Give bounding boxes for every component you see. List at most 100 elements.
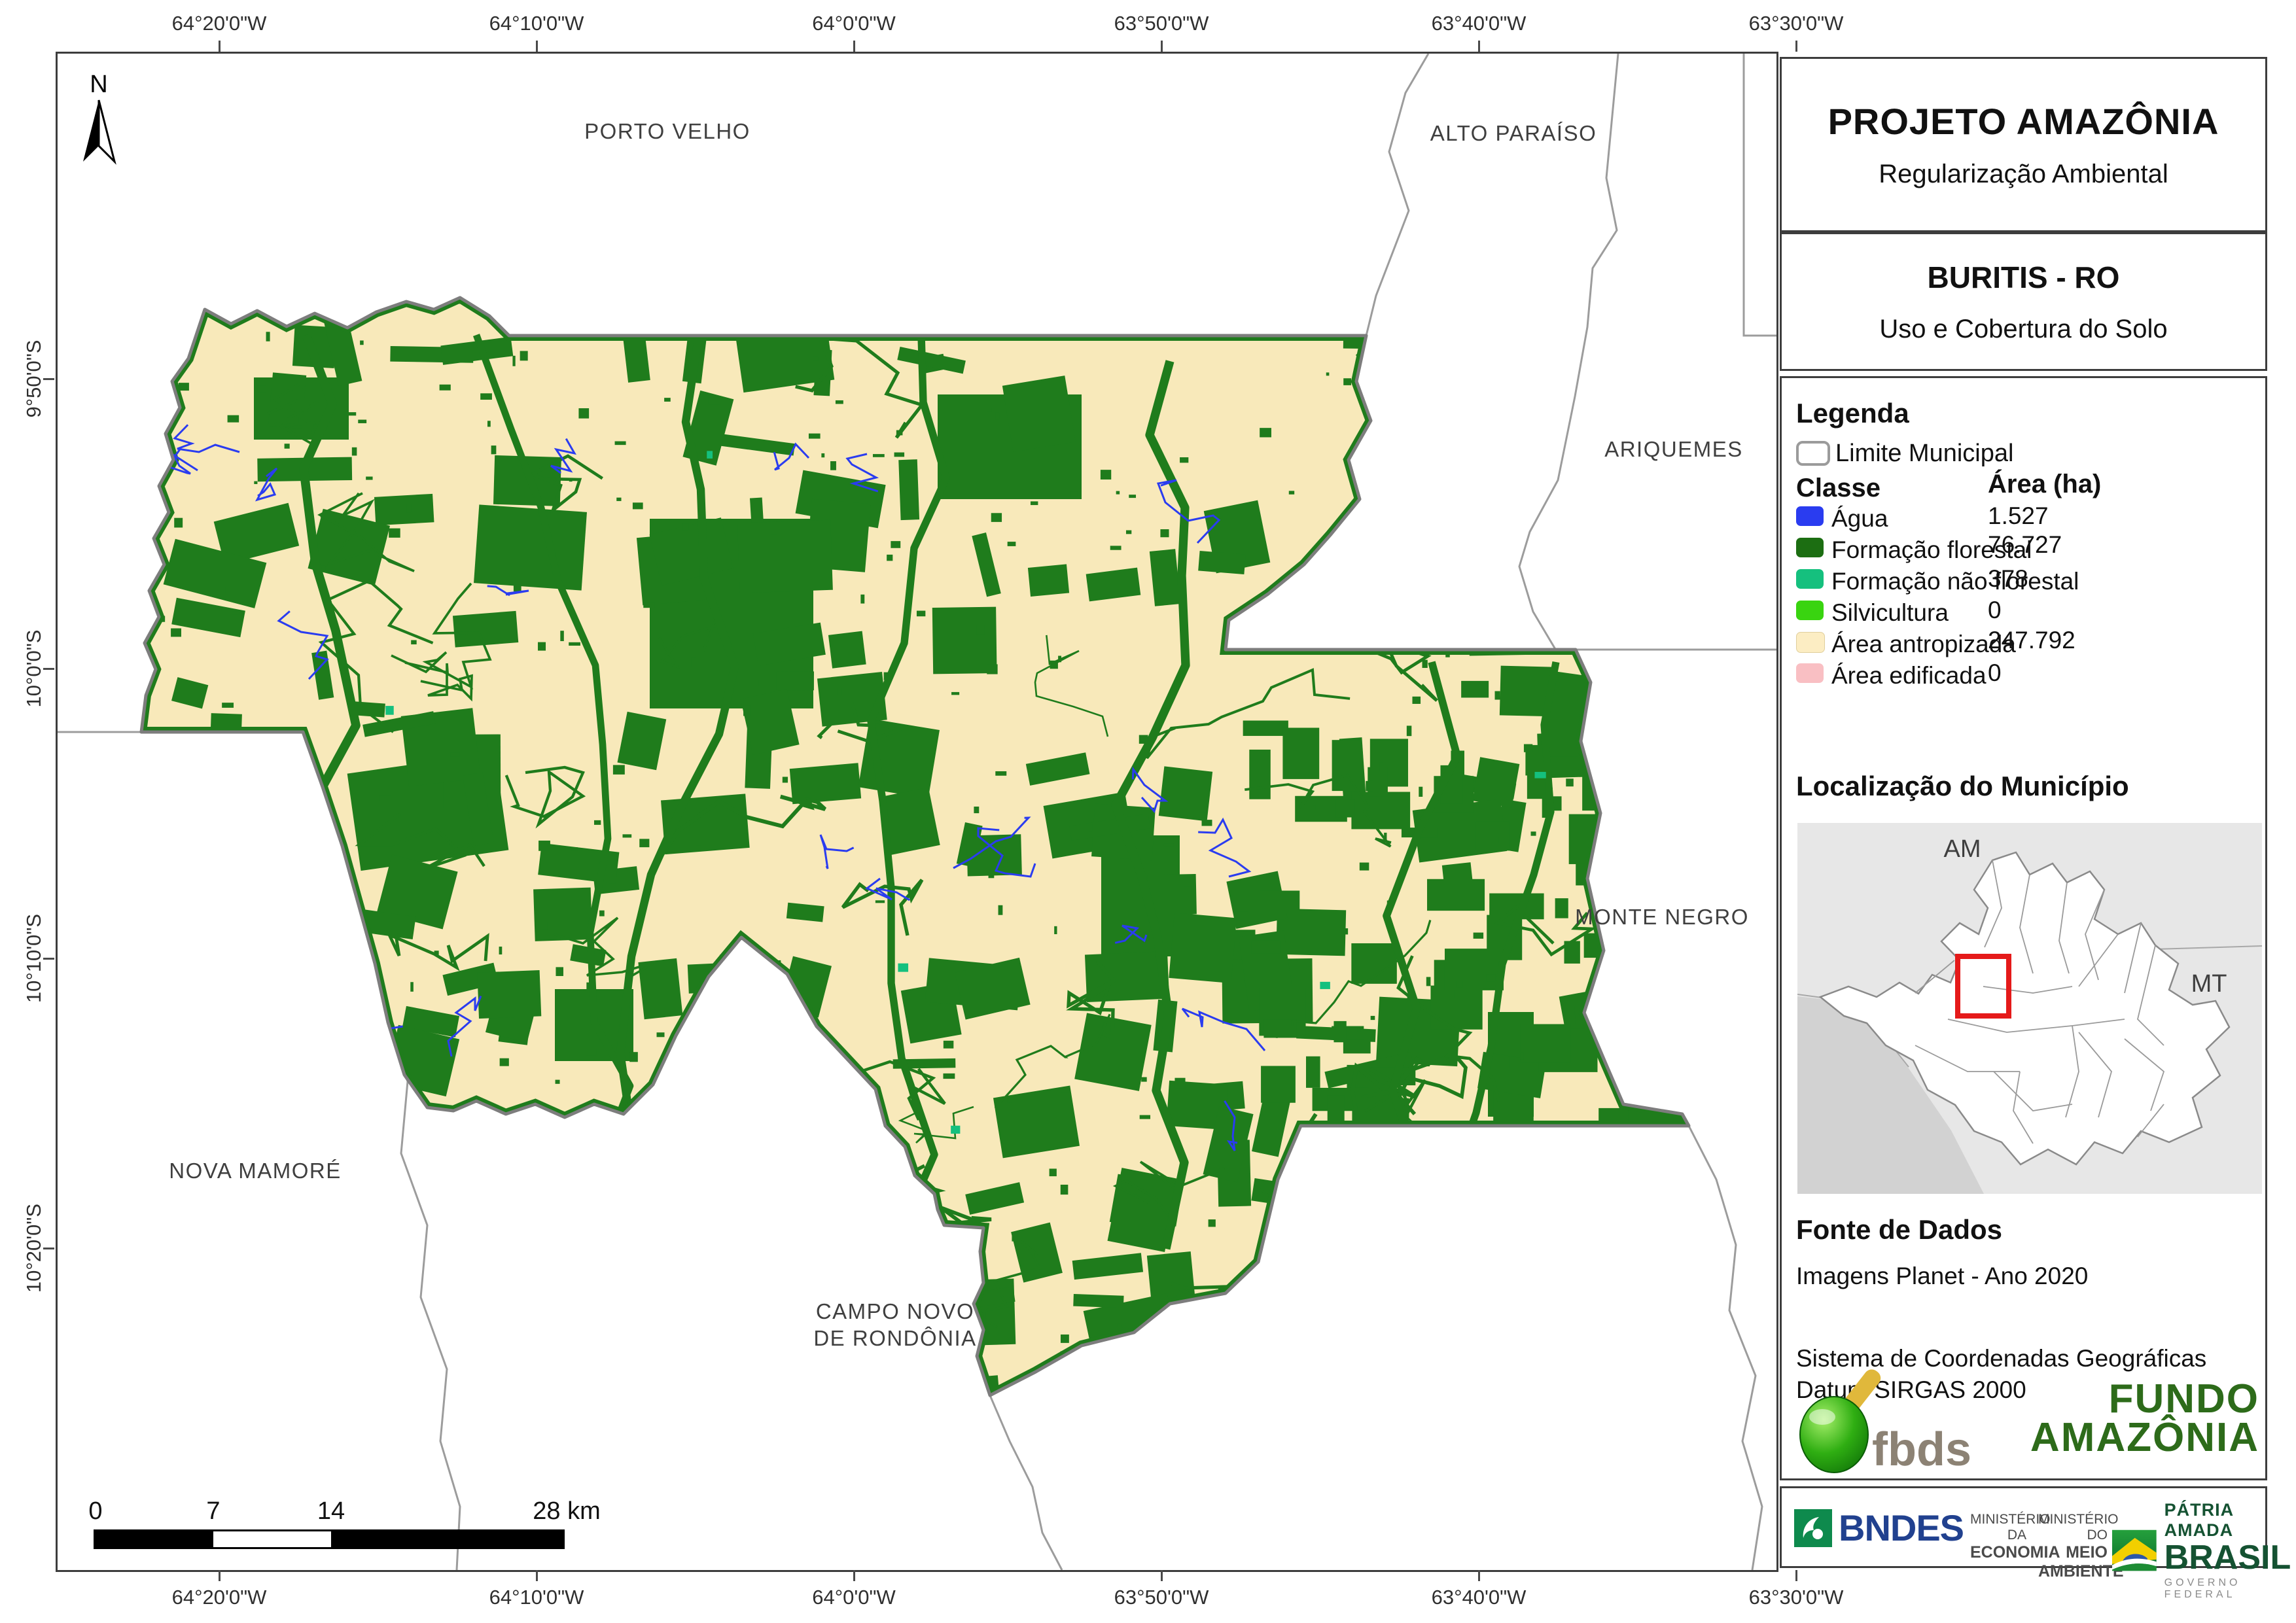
ministry-economia-line1: MINISTÉRIO DA [1970, 1512, 2051, 1543]
legend-heading: Legenda [1796, 398, 1909, 428]
legend-value-nao-florestal: 378 [1988, 565, 2028, 592]
ministry-ambiente-line2: MEIO AMBIENTE [2038, 1543, 2124, 1580]
fundo-amazonia-logo: FUNDO AMAZÔNIA [1991, 1379, 2259, 1460]
brasil-sub-text: GOVERNO FEDERAL [2164, 1577, 2241, 1600]
tick [1795, 41, 1797, 52]
main-map: PORTO VELHO ALTO PARAÍSO ARIQUEMES MONTE… [56, 52, 1778, 1572]
bndes-icon [1794, 1509, 1832, 1547]
limite-municipal-label: Limite Municipal [1835, 440, 2014, 467]
lat-label: 10°20'0"S [22, 1203, 45, 1293]
scale-label-0: 0 [88, 1497, 103, 1525]
lon-label-top: 63°40'0"W [1431, 12, 1527, 35]
legend-value-formacao-florestal: 76.727 [1988, 531, 2062, 558]
source-line-sistema: Sistema de Coordenadas Geográficas [1796, 1345, 2207, 1372]
legend-value-edificada: 0 [1988, 659, 2002, 686]
legend-value-antropizada: 247.792 [1988, 627, 2075, 654]
legend-swatch-edificada [1796, 663, 1824, 683]
brasil-flag-icon [2112, 1529, 2157, 1571]
lat-label: 10°0'0"S [22, 629, 45, 708]
north-arrow: N [73, 71, 125, 169]
ministry-economia-line2: ECONOMIA [1970, 1543, 2060, 1562]
legend-swatch-silvicultura [1796, 601, 1824, 620]
title-box: PROJETO AMAZÔNIA Regularização Ambiental [1780, 57, 2267, 232]
scale-label-7: 7 [206, 1497, 221, 1525]
label-nova-mamore: NOVA MAMORÉ [169, 1159, 342, 1183]
fbds-wordmark: fbds [1872, 1423, 1971, 1476]
mt-state-label: MT [2191, 970, 2227, 998]
tick [536, 1570, 538, 1581]
fundo-line1: FUNDO [2108, 1376, 2259, 1422]
label-campo-novo-line2: DE RONDÔNIA [813, 1326, 977, 1351]
lon-label-bottom: 64°0'0"W [812, 1586, 896, 1609]
lon-label-bottom: 63°40'0"W [1431, 1586, 1527, 1609]
buritis-highlight-rect [1955, 954, 2011, 1019]
legend-label-agua: Água [1831, 505, 1888, 532]
tick [853, 1570, 855, 1581]
north-arrow-icon [83, 99, 116, 165]
class-column-header: Classe [1796, 474, 1881, 502]
lon-label-top: 63°50'0"W [1114, 12, 1209, 35]
source-line-imagens: Imagens Planet - Ano 2020 [1796, 1263, 2089, 1289]
legend-label-formacao-florestal: Formação florestal [1831, 536, 2032, 563]
limite-municipal-swatch [1796, 441, 1830, 466]
legend-swatch-antropizada [1796, 632, 1825, 653]
tick [1478, 1570, 1480, 1581]
ministry-economia: MINISTÉRIO DA ECONOMIA [1970, 1512, 2060, 1562]
lon-label-bottom: 64°20'0"W [171, 1586, 267, 1609]
project-title: PROJETO AMAZÔNIA [1828, 101, 2219, 142]
am-state-label: AM [1944, 835, 1981, 863]
map-theme: Uso e Cobertura do Solo [1879, 314, 2168, 343]
legend-label-silvicultura: Silvicultura [1831, 599, 1949, 626]
label-campo-novo: CAMPO NOVO DE RONDÔNIA [725, 1298, 1065, 1352]
tick [43, 958, 54, 960]
legend-swatch-nao-florestal [1796, 569, 1824, 589]
source-heading: Fonte de Dados [1796, 1214, 2003, 1245]
tick [1161, 41, 1163, 52]
ministry-ambiente-line1: MINISTÉRIO DO [2038, 1512, 2119, 1543]
area-column-header: Área (ha) [1988, 470, 2102, 498]
tick [219, 41, 221, 52]
tick [536, 41, 538, 52]
legend-value-agua: 1.527 [1988, 502, 2049, 529]
brasil-logo-text: PÁTRIA AMADA BRASIL GOVERNO FEDERAL [2164, 1500, 2296, 1601]
legend-value-silvicultura: 0 [1988, 597, 2002, 623]
scale-label-28: 28 km [533, 1497, 601, 1525]
bndes-wordmark: BNDES [1839, 1507, 1964, 1548]
tick [853, 41, 855, 52]
tick [43, 668, 54, 670]
brasil-main-text: BRASIL [2164, 1539, 2291, 1577]
scale-bar: 0 7 14 28 km [88, 1497, 601, 1549]
label-campo-novo-line1: CAMPO NOVO [815, 1299, 975, 1323]
land-cover-map-canvas [58, 54, 1776, 1570]
lon-label-top: 64°20'0"W [171, 12, 267, 35]
lon-label-bottom: 64°10'0"W [489, 1586, 584, 1609]
tick [1478, 41, 1480, 52]
legend-label-edificada: Área edificada [1831, 662, 1987, 689]
government-logos-box: BNDES MINISTÉRIO DA ECONOMIA MINISTÉRIO … [1780, 1486, 2291, 1600]
locator-map: AM MT [1797, 823, 2262, 1194]
bndes-logo: BNDES [1794, 1507, 1964, 1549]
municipality-box: BURITIS - RO Uso e Cobertura do Solo [1780, 232, 2267, 371]
tick [43, 1248, 54, 1249]
lat-label: 9°50'0"S [22, 340, 45, 418]
legend-label-nao-florestal: Formação não florestal [1831, 568, 2079, 595]
patria-amada-brasil-logo: PÁTRIA AMADA BRASIL GOVERNO FEDERAL [2112, 1500, 2296, 1601]
lon-label-bottom: 63°30'0"W [1748, 1586, 1844, 1609]
lon-label-top: 64°0'0"W [812, 12, 896, 35]
fbds-sphere-icon [1799, 1396, 1869, 1473]
lon-label-top: 64°10'0"W [489, 12, 584, 35]
tick [219, 1570, 221, 1581]
lon-label-bottom: 63°50'0"W [1114, 1586, 1209, 1609]
tick [1795, 1570, 1797, 1581]
label-monte-negro: MONTE NEGRO [1575, 905, 1749, 929]
label-porto-velho: PORTO VELHO [584, 119, 751, 143]
tick [1161, 1570, 1163, 1581]
brasil-top-text: PÁTRIA AMADA [2164, 1500, 2234, 1540]
legend-swatch-formacao-florestal [1796, 538, 1824, 557]
north-label: N [90, 71, 108, 98]
label-alto-paraiso: ALTO PARAÍSO [1430, 121, 1597, 145]
fundo-line2: AMAZÔNIA [2030, 1414, 2259, 1460]
tick [43, 378, 54, 380]
lat-label: 10°10'0"S [22, 913, 45, 1003]
